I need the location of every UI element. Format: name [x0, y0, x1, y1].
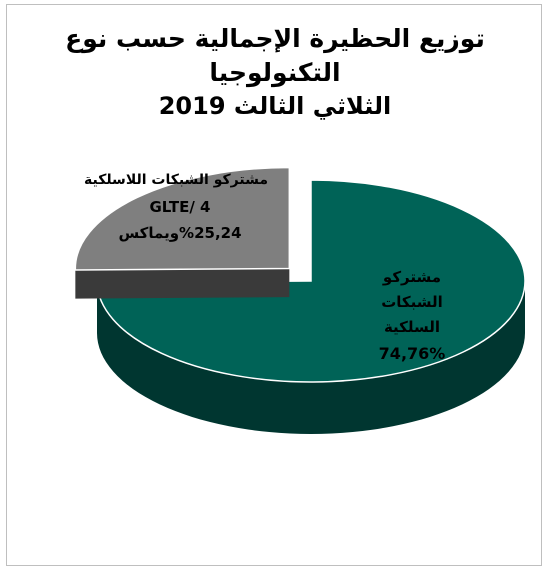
- chart-title-line-3: الثلاثي الثالث 2019: [158, 92, 392, 120]
- wireless-label-line-1: مشتركو الشبكات اللاسلكية: [84, 172, 268, 188]
- wired-label-line-3: السلكية: [384, 318, 440, 336]
- wired-value-label: 74,76%: [379, 344, 446, 363]
- pie-slice-wired-side: [97, 281, 525, 434]
- wireless-label-line-2: GLTE/ 4: [149, 198, 210, 216]
- pie-slice-wireless-side: [75, 268, 290, 299]
- wired-label-line-2: الشبكات: [381, 293, 443, 311]
- pie-slice-wired: [96, 179, 526, 383]
- pie-slice-wireless: [74, 166, 291, 271]
- chart-title-line-2: التكنولوجيا: [209, 58, 341, 87]
- wired-label-line-1: مشتركو: [382, 268, 441, 286]
- chart-title: توزيع الحظيرة الإجمالية حسب نوع التكنولو…: [0, 22, 550, 122]
- chart-title-line-1: توزيع الحظيرة الإجمالية حسب نوع: [65, 24, 485, 53]
- wireless-label-line-3: %25,24ويماكس: [118, 224, 241, 242]
